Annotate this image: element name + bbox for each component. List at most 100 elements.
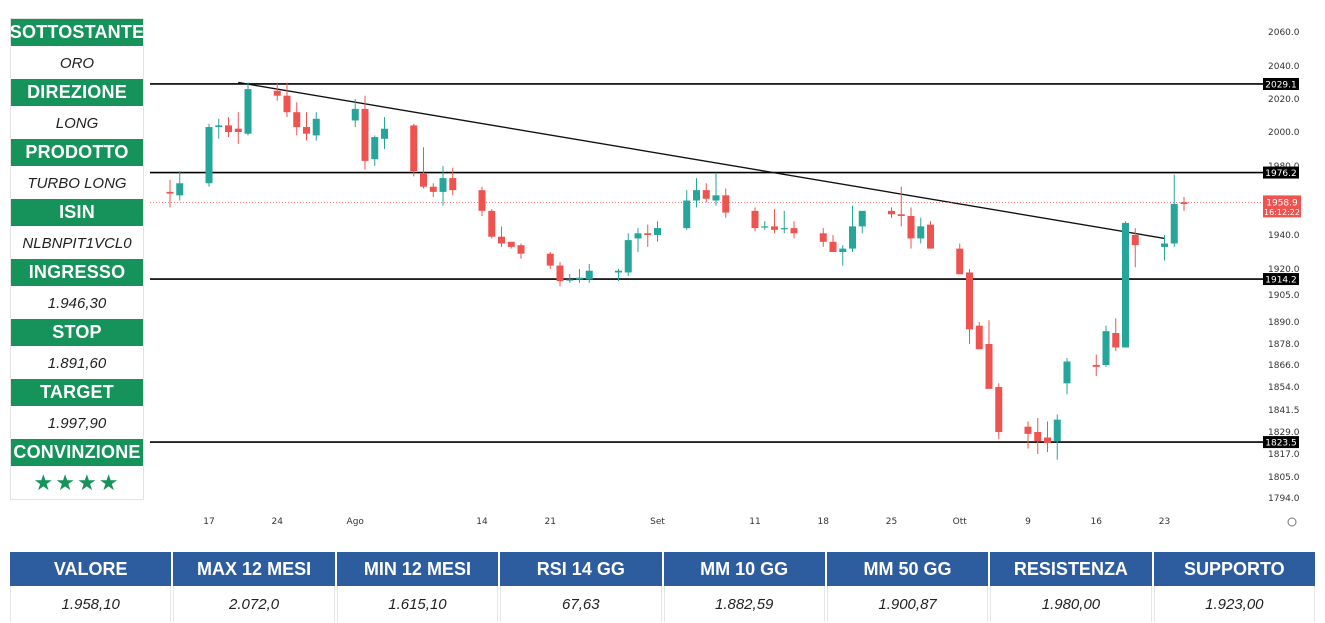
price-chart[interactable]: 2060.02040.02020.02000.01980.01940.01920… [150,16,1315,532]
candle-body [234,128,242,132]
level-tag-box [1263,77,1299,90]
candle-body [166,191,174,194]
stats-table: VALORE MAX 12 MESI MIN 12 MESI RSI 14 GG… [10,552,1315,622]
isin-header: ISIN [11,199,143,227]
candle-body [907,216,915,239]
stat-value-valore: 1.958,10 [10,586,172,622]
y-tick-label: 1905.0 [1268,291,1300,301]
candle-body [507,241,515,247]
y-tick-label: 1866.0 [1268,361,1300,371]
stop-value: 1.891,60 [47,354,107,372]
candle-body [498,236,505,244]
candle-body [371,137,379,160]
candle-body [780,228,788,230]
candle-body [205,127,213,184]
isin-value: NLBNPIT1VCL0 [22,234,132,252]
ingresso-header: INGRESSO [11,259,143,287]
stat-header-supporto: SUPPORTO [1153,552,1315,586]
candle-body [1053,419,1061,442]
candle-body [771,226,778,230]
candle-body [819,233,827,242]
candle-body [995,387,1003,432]
convinzione-header: CONVINZIONE [11,439,143,467]
prodotto-header: PRODOTTO [11,139,143,167]
y-tick-label: 1920.0 [1268,265,1300,275]
candle-body [361,108,369,161]
candle-body [1122,222,1129,348]
candle-body [488,210,496,237]
last-price-tag-box [1263,195,1301,218]
stat-header-valore: VALORE [10,552,172,586]
stat-value-mm50: 1.900,87 [826,586,989,622]
candle-body [293,112,301,128]
candle-body [693,190,700,201]
candle-body [1112,333,1120,348]
candle-body [420,172,427,187]
level-tag-label: 1914.2 [1265,276,1297,286]
candle-body [1024,426,1032,434]
candle-body [1044,437,1051,443]
candle-body [225,125,232,132]
x-tick-label: 16 [1091,517,1103,527]
level-tag-box [1263,436,1299,449]
candle-body [410,125,418,172]
candle-body [312,118,320,136]
x-tick-label: 11 [749,517,760,527]
y-tick-label: 1854.0 [1268,383,1300,393]
candle-body [839,248,847,252]
candle-body [858,210,866,227]
direzione-value: LONG [55,114,99,132]
candle-body [576,277,583,280]
y-tick-label: 1940.0 [1268,231,1300,241]
y-tick-label: 2060.0 [1268,28,1300,38]
last-price-label: 1958.9 [1266,198,1298,208]
stat-value-rsi: 67,63 [500,586,662,622]
convinzione-stars: ★★★★ [33,470,121,495]
candle-body [303,127,310,134]
y-tick-label: 1794.0 [1268,494,1300,504]
candle-body [1034,432,1042,442]
candle-body [215,125,223,128]
x-tick-label: 9 [1025,517,1031,527]
candle-body [751,210,759,229]
stat-value-max: 2.072,0 [173,586,335,622]
y-tick-label: 1841.5 [1268,406,1300,416]
candle-body [381,128,388,139]
ingresso-value: 1.946,30 [47,294,107,312]
stat-header-rsi: RSI 14 GG [500,552,662,586]
x-tick-label: 21 [545,517,556,527]
level-tag-label: 2029.1 [1265,80,1297,90]
candle-body [556,265,564,282]
candle-body [1170,203,1178,244]
candle-body [761,226,769,228]
candle-body [683,200,691,229]
candle-body [429,186,437,192]
stat-header-min: MIN 12 MESI [336,552,499,586]
candle-body [439,178,447,192]
candlestick-chart-svg: 2060.02040.02020.02000.01980.01940.01920… [150,28,1301,527]
last-price-countdown: 16:12:22 [1264,208,1300,217]
stat-value-resistenza: 1.980,00 [990,586,1152,622]
x-tick-label: Ott [953,517,968,527]
level-tag-label: 1976.2 [1265,169,1297,179]
candle-body [624,240,632,273]
candle-body [546,253,554,266]
candle-body [283,95,291,113]
y-tick-label: 1805.0 [1268,473,1300,483]
candle-body [1092,365,1100,367]
stat-header-max: MAX 12 MESI [173,552,335,586]
sottostante-header: SOTTOSTANTE [10,19,144,47]
candle-body [888,210,895,215]
level-tag-label: 1823.5 [1265,439,1297,449]
x-tick-label: 17 [203,517,214,527]
candle-body [654,228,661,235]
stat-header-mm50: MM 50 GG [826,552,989,586]
level-tag-box [1263,166,1299,179]
x-tick-label: 25 [886,517,897,527]
x-tick-label: Set [650,517,665,527]
y-tick-label: 1878.0 [1268,340,1300,350]
y-tick-label: 2000.0 [1268,128,1300,138]
stat-value-supporto: 1.923,00 [1153,586,1315,622]
stat-value-mm10: 1.882,59 [663,586,825,622]
y-tick-label: 2020.0 [1268,95,1300,105]
